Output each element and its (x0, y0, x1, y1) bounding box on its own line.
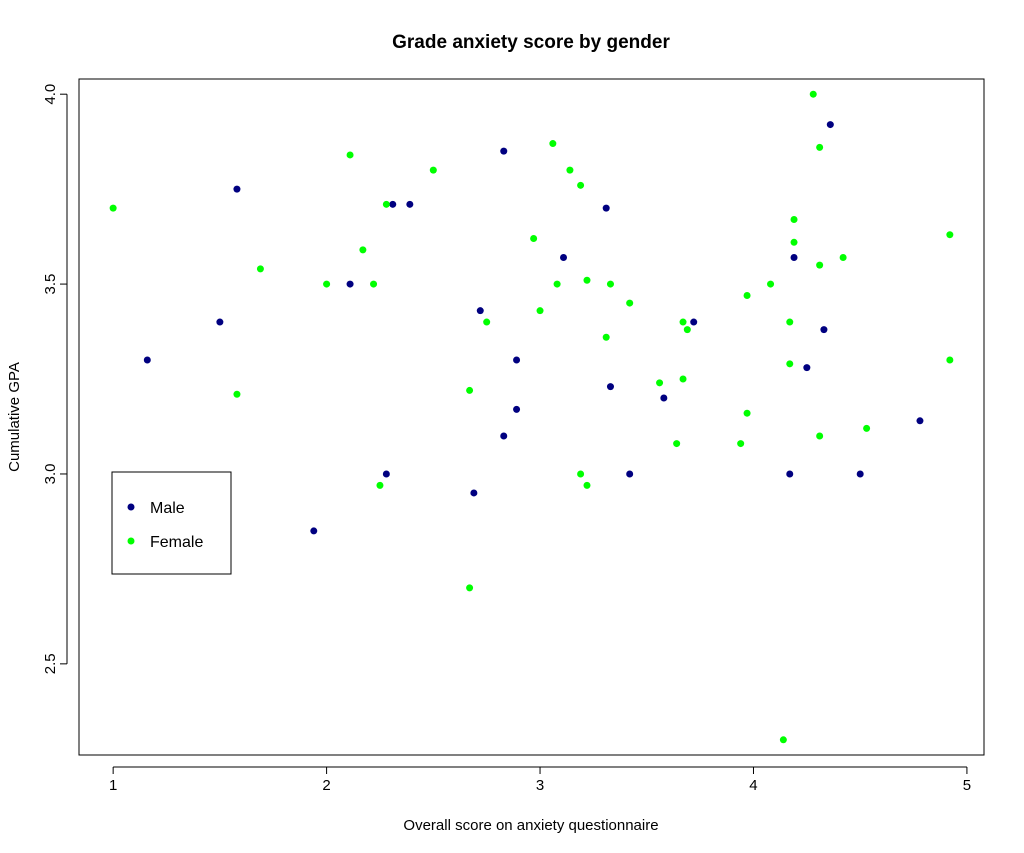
point-female (816, 432, 824, 440)
point-female (256, 265, 264, 273)
point-female (779, 736, 787, 744)
point-female (743, 291, 751, 299)
point-female (233, 390, 241, 398)
point-male (803, 364, 811, 372)
point-male (560, 253, 568, 261)
point-female (786, 360, 794, 368)
legend-label-male: Male (150, 500, 185, 517)
legend-label-female: Female (150, 534, 203, 551)
data-points (109, 90, 954, 744)
point-male (500, 147, 508, 155)
point-female (583, 481, 591, 489)
point-male (470, 489, 478, 497)
point-female (466, 386, 474, 394)
point-female (679, 375, 687, 383)
point-male (233, 185, 241, 193)
y-tick-label: 4.0 (42, 84, 59, 105)
point-female (786, 318, 794, 326)
point-female (946, 356, 954, 364)
point-male (602, 204, 610, 212)
y-axis-label: Cumulative GPA (6, 362, 23, 472)
point-male (690, 318, 698, 326)
point-male (916, 417, 924, 425)
point-female (816, 143, 824, 151)
point-female (809, 90, 817, 98)
point-male (660, 394, 668, 402)
point-male (143, 356, 151, 364)
point-male (856, 470, 864, 478)
point-female (790, 216, 798, 224)
point-female (429, 166, 437, 174)
point-female (679, 318, 687, 326)
point-male (476, 307, 484, 315)
x-tick-label: 1 (109, 777, 117, 794)
point-female (483, 318, 491, 326)
point-female (323, 280, 331, 288)
point-female (656, 379, 664, 387)
point-male (820, 326, 828, 334)
point-female (839, 253, 847, 261)
point-male (790, 253, 798, 261)
point-female (602, 333, 610, 341)
point-male (346, 280, 354, 288)
plot-frame (78, 78, 985, 756)
point-female (737, 440, 745, 448)
point-female (577, 181, 585, 189)
point-female (530, 235, 538, 243)
point-male (786, 470, 794, 478)
point-female (606, 280, 614, 288)
point-male (826, 121, 834, 129)
y-tick-label: 2.5 (42, 653, 59, 674)
x-axis-label: Overall score on anxiety questionnaire (403, 817, 658, 834)
point-female (583, 276, 591, 284)
point-female (466, 584, 474, 592)
point-female (946, 231, 954, 239)
point-female (566, 166, 574, 174)
point-female (536, 307, 544, 315)
x-tick-label: 5 (963, 777, 971, 794)
point-female (370, 280, 378, 288)
point-female (553, 280, 561, 288)
legend: Male Female (111, 471, 232, 575)
x-tick-label: 4 (749, 777, 757, 794)
point-female (359, 246, 367, 254)
point-male (606, 383, 614, 391)
point-female (109, 204, 117, 212)
point-female (549, 140, 557, 148)
legend-marker-male (127, 503, 135, 511)
point-male (382, 470, 390, 478)
x-tick-label: 3 (536, 777, 544, 794)
y-tick-label: 3.5 (42, 274, 59, 295)
point-female (767, 280, 775, 288)
y-axis: 2.5 3.0 3.5 4.0 (42, 84, 68, 674)
point-male (389, 200, 397, 208)
point-female (346, 151, 354, 159)
point-male (513, 405, 521, 413)
point-female (863, 424, 871, 432)
point-female (673, 440, 681, 448)
y-tick-label: 3.0 (42, 464, 59, 485)
point-female (626, 299, 634, 307)
chart-title: Grade anxiety score by gender (392, 32, 670, 53)
point-female (577, 470, 585, 478)
legend-box (111, 471, 232, 575)
legend-marker-female (127, 537, 135, 545)
point-male (216, 318, 224, 326)
point-female (790, 238, 798, 246)
point-male (310, 527, 318, 535)
point-male (406, 200, 414, 208)
point-female (743, 409, 751, 417)
point-male (500, 432, 508, 440)
point-female (816, 261, 824, 269)
x-axis: 1 2 3 4 5 (109, 766, 971, 794)
x-tick-label: 2 (322, 777, 330, 794)
point-female (382, 200, 390, 208)
point-male (513, 356, 521, 364)
point-male (626, 470, 634, 478)
point-female (683, 326, 691, 334)
point-female (376, 481, 384, 489)
